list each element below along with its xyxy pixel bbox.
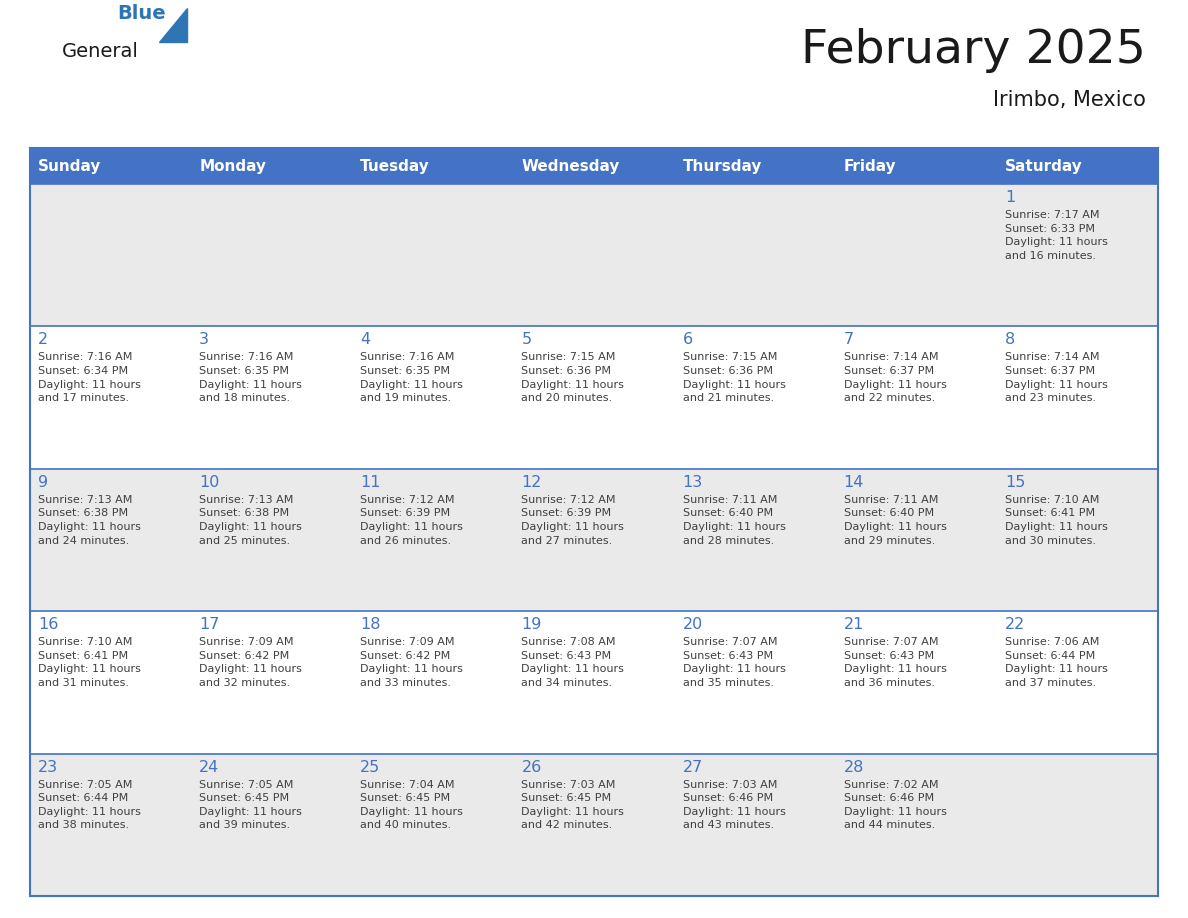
- Text: 28: 28: [843, 759, 864, 775]
- Text: 2: 2: [38, 332, 49, 347]
- Text: Sunrise: 7:17 AM
Sunset: 6:33 PM
Daylight: 11 hours
and 16 minutes.: Sunrise: 7:17 AM Sunset: 6:33 PM Dayligh…: [1005, 210, 1107, 261]
- Text: 9: 9: [38, 475, 49, 490]
- Text: 4: 4: [360, 332, 371, 347]
- Text: Sunday: Sunday: [38, 159, 101, 174]
- Text: Sunrise: 7:06 AM
Sunset: 6:44 PM
Daylight: 11 hours
and 37 minutes.: Sunrise: 7:06 AM Sunset: 6:44 PM Dayligh…: [1005, 637, 1107, 688]
- Text: Sunrise: 7:04 AM
Sunset: 6:45 PM
Daylight: 11 hours
and 40 minutes.: Sunrise: 7:04 AM Sunset: 6:45 PM Dayligh…: [360, 779, 463, 831]
- Text: Sunrise: 7:14 AM
Sunset: 6:37 PM
Daylight: 11 hours
and 22 minutes.: Sunrise: 7:14 AM Sunset: 6:37 PM Dayligh…: [843, 353, 947, 403]
- Text: 3: 3: [200, 332, 209, 347]
- Text: Blue: Blue: [116, 4, 165, 23]
- Text: Sunrise: 7:07 AM
Sunset: 6:43 PM
Daylight: 11 hours
and 36 minutes.: Sunrise: 7:07 AM Sunset: 6:43 PM Dayligh…: [843, 637, 947, 688]
- Bar: [30, 327, 1158, 469]
- Bar: [30, 184, 1158, 327]
- Text: Sunrise: 7:07 AM
Sunset: 6:43 PM
Daylight: 11 hours
and 35 minutes.: Sunrise: 7:07 AM Sunset: 6:43 PM Dayligh…: [683, 637, 785, 688]
- Text: Sunrise: 7:03 AM
Sunset: 6:45 PM
Daylight: 11 hours
and 42 minutes.: Sunrise: 7:03 AM Sunset: 6:45 PM Dayligh…: [522, 779, 625, 831]
- Text: 12: 12: [522, 475, 542, 490]
- Text: Wednesday: Wednesday: [522, 159, 620, 174]
- Text: Sunrise: 7:16 AM
Sunset: 6:34 PM
Daylight: 11 hours
and 17 minutes.: Sunrise: 7:16 AM Sunset: 6:34 PM Dayligh…: [38, 353, 141, 403]
- Text: 10: 10: [200, 475, 220, 490]
- Bar: [30, 611, 1158, 754]
- Text: 6: 6: [683, 332, 693, 347]
- Bar: [30, 469, 1158, 611]
- Text: Irimbo, Mexico: Irimbo, Mexico: [993, 90, 1146, 110]
- Text: Sunrise: 7:16 AM
Sunset: 6:35 PM
Daylight: 11 hours
and 18 minutes.: Sunrise: 7:16 AM Sunset: 6:35 PM Dayligh…: [200, 353, 302, 403]
- Text: 1: 1: [1005, 190, 1015, 205]
- Text: 25: 25: [360, 759, 380, 775]
- Text: Sunrise: 7:14 AM
Sunset: 6:37 PM
Daylight: 11 hours
and 23 minutes.: Sunrise: 7:14 AM Sunset: 6:37 PM Dayligh…: [1005, 353, 1107, 403]
- Text: Monday: Monday: [200, 159, 266, 174]
- Text: February 2025: February 2025: [801, 28, 1146, 73]
- Text: Sunrise: 7:12 AM
Sunset: 6:39 PM
Daylight: 11 hours
and 26 minutes.: Sunrise: 7:12 AM Sunset: 6:39 PM Dayligh…: [360, 495, 463, 545]
- Text: Sunrise: 7:11 AM
Sunset: 6:40 PM
Daylight: 11 hours
and 29 minutes.: Sunrise: 7:11 AM Sunset: 6:40 PM Dayligh…: [843, 495, 947, 545]
- Text: 8: 8: [1005, 332, 1015, 347]
- Text: 7: 7: [843, 332, 854, 347]
- Text: 18: 18: [360, 617, 381, 633]
- Text: Tuesday: Tuesday: [360, 159, 430, 174]
- Text: 27: 27: [683, 759, 703, 775]
- Text: Sunrise: 7:05 AM
Sunset: 6:45 PM
Daylight: 11 hours
and 39 minutes.: Sunrise: 7:05 AM Sunset: 6:45 PM Dayligh…: [200, 779, 302, 831]
- Bar: [30, 148, 1158, 184]
- Text: Sunrise: 7:13 AM
Sunset: 6:38 PM
Daylight: 11 hours
and 24 minutes.: Sunrise: 7:13 AM Sunset: 6:38 PM Dayligh…: [38, 495, 141, 545]
- Text: 5: 5: [522, 332, 531, 347]
- Text: General: General: [62, 42, 139, 61]
- Text: 17: 17: [200, 617, 220, 633]
- Text: Sunrise: 7:08 AM
Sunset: 6:43 PM
Daylight: 11 hours
and 34 minutes.: Sunrise: 7:08 AM Sunset: 6:43 PM Dayligh…: [522, 637, 625, 688]
- Text: 15: 15: [1005, 475, 1025, 490]
- Text: 16: 16: [38, 617, 58, 633]
- Text: 19: 19: [522, 617, 542, 633]
- Bar: [30, 754, 1158, 896]
- Text: 23: 23: [38, 759, 58, 775]
- Text: Thursday: Thursday: [683, 159, 762, 174]
- Text: 24: 24: [200, 759, 220, 775]
- Text: 13: 13: [683, 475, 703, 490]
- Text: Sunrise: 7:10 AM
Sunset: 6:41 PM
Daylight: 11 hours
and 31 minutes.: Sunrise: 7:10 AM Sunset: 6:41 PM Dayligh…: [38, 637, 141, 688]
- Text: 11: 11: [360, 475, 381, 490]
- Text: 26: 26: [522, 759, 542, 775]
- Text: 14: 14: [843, 475, 864, 490]
- Text: Sunrise: 7:15 AM
Sunset: 6:36 PM
Daylight: 11 hours
and 20 minutes.: Sunrise: 7:15 AM Sunset: 6:36 PM Dayligh…: [522, 353, 625, 403]
- Text: Sunrise: 7:05 AM
Sunset: 6:44 PM
Daylight: 11 hours
and 38 minutes.: Sunrise: 7:05 AM Sunset: 6:44 PM Dayligh…: [38, 779, 141, 831]
- Text: Friday: Friday: [843, 159, 896, 174]
- Text: Sunrise: 7:13 AM
Sunset: 6:38 PM
Daylight: 11 hours
and 25 minutes.: Sunrise: 7:13 AM Sunset: 6:38 PM Dayligh…: [200, 495, 302, 545]
- Text: Sunrise: 7:15 AM
Sunset: 6:36 PM
Daylight: 11 hours
and 21 minutes.: Sunrise: 7:15 AM Sunset: 6:36 PM Dayligh…: [683, 353, 785, 403]
- Text: Sunrise: 7:16 AM
Sunset: 6:35 PM
Daylight: 11 hours
and 19 minutes.: Sunrise: 7:16 AM Sunset: 6:35 PM Dayligh…: [360, 353, 463, 403]
- Text: Sunrise: 7:12 AM
Sunset: 6:39 PM
Daylight: 11 hours
and 27 minutes.: Sunrise: 7:12 AM Sunset: 6:39 PM Dayligh…: [522, 495, 625, 545]
- Text: Sunrise: 7:03 AM
Sunset: 6:46 PM
Daylight: 11 hours
and 43 minutes.: Sunrise: 7:03 AM Sunset: 6:46 PM Dayligh…: [683, 779, 785, 831]
- Text: Sunrise: 7:09 AM
Sunset: 6:42 PM
Daylight: 11 hours
and 33 minutes.: Sunrise: 7:09 AM Sunset: 6:42 PM Dayligh…: [360, 637, 463, 688]
- Text: Sunrise: 7:02 AM
Sunset: 6:46 PM
Daylight: 11 hours
and 44 minutes.: Sunrise: 7:02 AM Sunset: 6:46 PM Dayligh…: [843, 779, 947, 831]
- Text: 20: 20: [683, 617, 703, 633]
- Text: Saturday: Saturday: [1005, 159, 1082, 174]
- Text: Sunrise: 7:09 AM
Sunset: 6:42 PM
Daylight: 11 hours
and 32 minutes.: Sunrise: 7:09 AM Sunset: 6:42 PM Dayligh…: [200, 637, 302, 688]
- Text: Sunrise: 7:11 AM
Sunset: 6:40 PM
Daylight: 11 hours
and 28 minutes.: Sunrise: 7:11 AM Sunset: 6:40 PM Dayligh…: [683, 495, 785, 545]
- Text: 21: 21: [843, 617, 864, 633]
- Text: 22: 22: [1005, 617, 1025, 633]
- Text: Sunrise: 7:10 AM
Sunset: 6:41 PM
Daylight: 11 hours
and 30 minutes.: Sunrise: 7:10 AM Sunset: 6:41 PM Dayligh…: [1005, 495, 1107, 545]
- Polygon shape: [159, 8, 187, 42]
